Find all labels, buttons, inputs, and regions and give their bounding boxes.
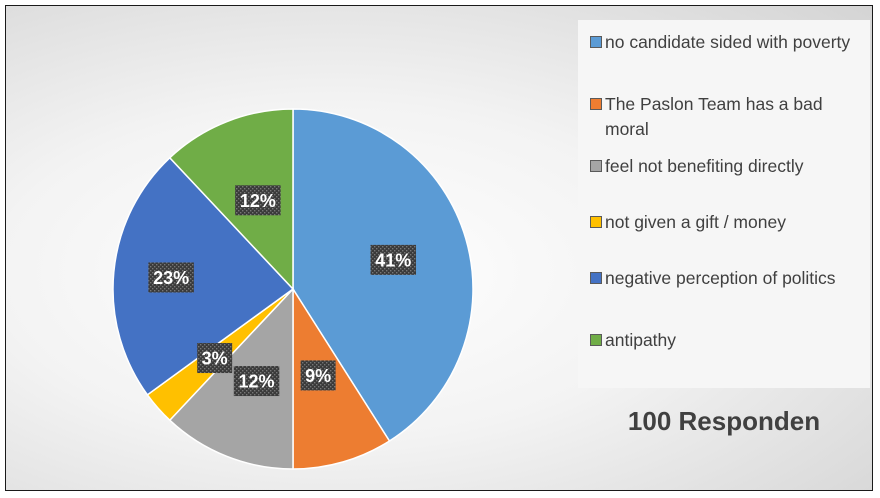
data-label-text: 41%	[375, 250, 411, 270]
data-labels: 41% 9% 12% 3% 23% 12%	[148, 185, 417, 397]
legend-swatch	[590, 272, 602, 284]
legend-item: not given a gift / money	[590, 210, 866, 235]
data-label: 12%	[233, 366, 280, 397]
data-label: 3%	[197, 343, 233, 374]
legend-item: negative perception of politics	[590, 266, 866, 291]
legend-item: no candidate sided with poverty	[590, 30, 866, 55]
legend-label: no candidate sided with poverty	[605, 32, 851, 52]
pie-chart: 41% 9% 12% 3% 23% 12%	[112, 108, 474, 470]
data-label-text: 9%	[305, 366, 331, 386]
pie-slice	[292, 286, 391, 470]
data-label: 12%	[235, 185, 281, 216]
data-label-text: 3%	[202, 349, 228, 369]
data-label: 9%	[300, 360, 336, 391]
data-label-text: 12%	[239, 372, 275, 392]
pie-slice	[112, 156, 295, 396]
data-label-box	[300, 360, 336, 391]
legend-label: negative perception of politics	[605, 268, 836, 288]
legend-swatch	[590, 216, 602, 228]
legend-item: The Paslon Team has a bad moral	[590, 92, 866, 142]
data-label-box	[235, 185, 281, 216]
legend-label: not given a gift / money	[605, 212, 786, 232]
legend-label: antipathy	[605, 330, 677, 350]
data-label-box	[148, 262, 194, 293]
pie-slice	[168, 108, 294, 291]
legend-swatch	[590, 98, 602, 110]
legend-label: The Paslon Team has a bad moral	[605, 94, 823, 139]
legend-item: antipathy	[590, 328, 866, 353]
data-label-text: 23%	[153, 268, 189, 288]
pie-slices	[112, 108, 474, 470]
legend-label: feel not benefiting directly	[605, 156, 804, 176]
data-label: 41%	[370, 244, 417, 275]
data-label-box	[233, 366, 280, 397]
data-label-box	[197, 343, 233, 374]
legend-swatch	[590, 36, 602, 48]
legend-swatch	[590, 160, 602, 172]
pie-slice	[292, 108, 474, 443]
legend: no candidate sided with poverty The Pasl…	[578, 20, 870, 388]
respondent-count: 100 Responden	[627, 406, 821, 436]
legend-item: feel not benefiting directly	[590, 154, 866, 179]
legend-swatch	[590, 334, 602, 346]
data-label-text: 12%	[240, 191, 276, 211]
pie-slice	[168, 287, 294, 470]
data-label: 23%	[148, 262, 194, 293]
chart-frame: 41% 9% 12% 3% 23% 12% no candidate sided with…	[5, 5, 873, 491]
data-label-box	[370, 244, 417, 275]
